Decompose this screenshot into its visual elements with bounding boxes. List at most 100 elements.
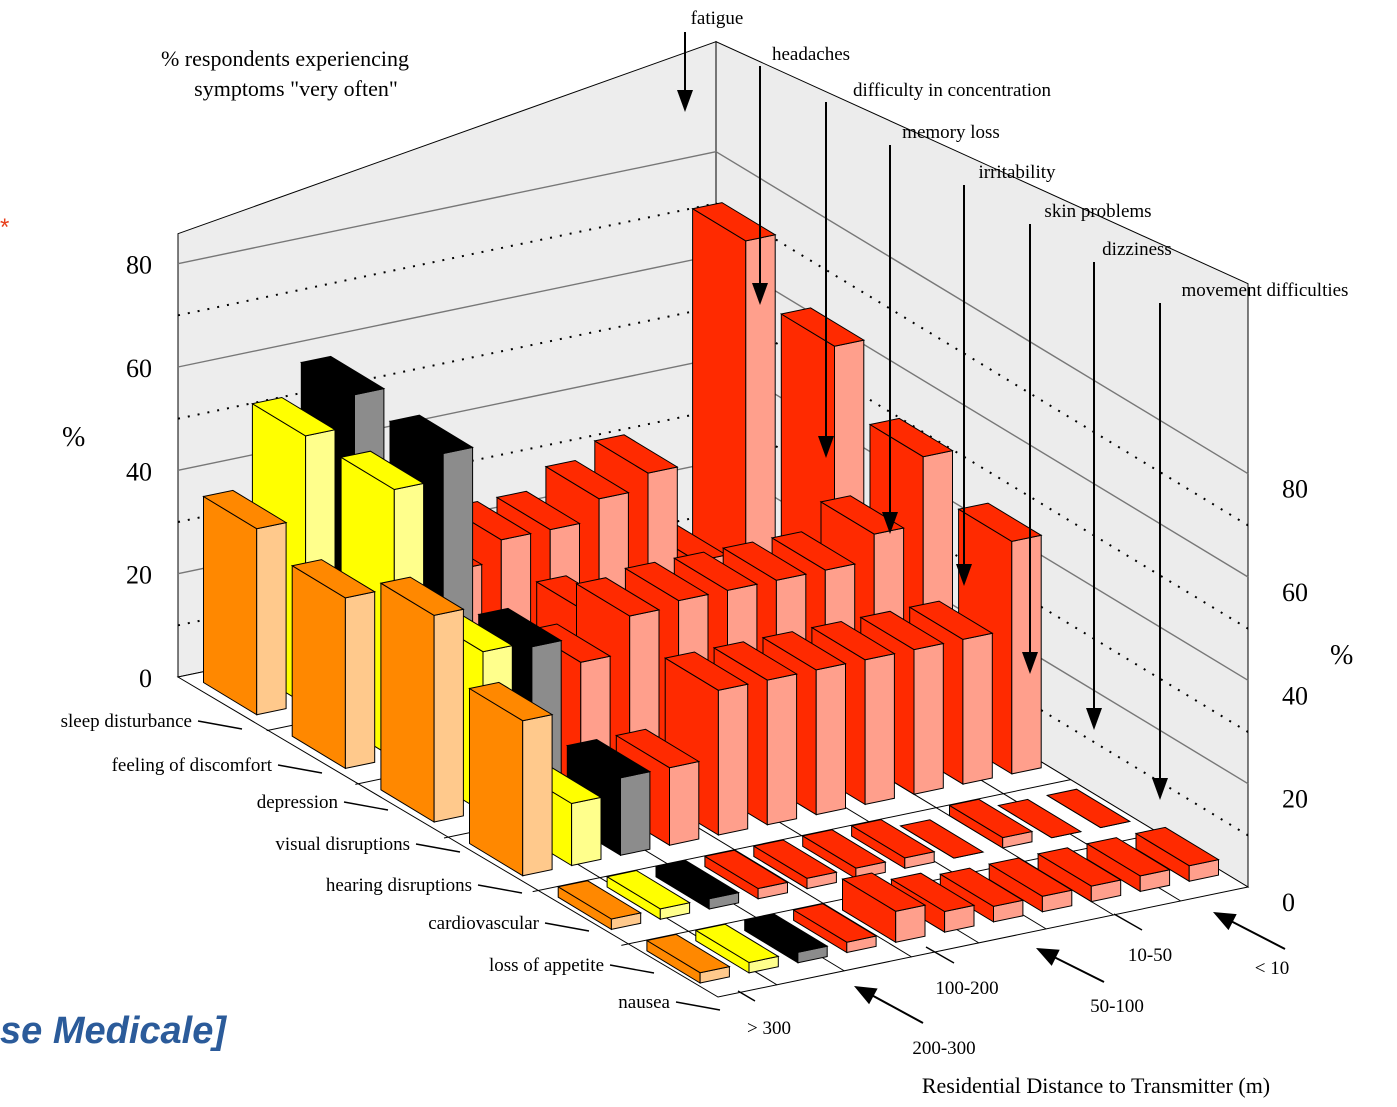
- bar-side: [203, 495, 258, 716]
- bar-top: [694, 923, 780, 964]
- bar-top: [672, 551, 759, 591]
- z-tick-right: 20: [1282, 785, 1308, 814]
- bar-top: [624, 561, 710, 602]
- bar-front: [620, 771, 651, 856]
- symptom-label-right: memory loss: [902, 122, 1000, 143]
- z-axis-label-left: %: [62, 422, 85, 453]
- distance-label: 200-300: [912, 1038, 975, 1059]
- symptom-label-right: irritability: [978, 162, 1056, 183]
- distance-tick: [1113, 913, 1143, 931]
- gridline-left: [177, 150, 717, 265]
- distance-arrow-head: [1213, 912, 1237, 931]
- bar-front: [717, 683, 749, 836]
- chart-title: % respondents experiencing: [161, 46, 409, 71]
- bar-front: [669, 760, 700, 846]
- x-axis-title: Residential Distance to Transmitter (m): [922, 1073, 1270, 1098]
- bar-top: [468, 681, 554, 722]
- symptom-label-left: hearing disruptions: [326, 875, 472, 896]
- symptom-label-right: movement difficulties: [1182, 280, 1349, 301]
- bar: [605, 869, 691, 921]
- distance-label: 50-100: [1090, 996, 1144, 1017]
- gridline-right: [715, 305, 1249, 630]
- bar-top: [890, 872, 976, 913]
- bar: [841, 872, 927, 944]
- bar-top: [565, 738, 652, 779]
- bar-top: [605, 869, 691, 910]
- bar-top: [761, 631, 847, 671]
- symptom-arrow-head: [1022, 652, 1038, 674]
- chart-bars: [202, 202, 1220, 984]
- bar-top: [202, 489, 288, 530]
- chart-text: 0 20 40 60 80 0 20 40 60 80%% % respondents experi…: [61, 8, 1354, 1098]
- bar: [565, 738, 652, 857]
- distance-tick: [737, 990, 756, 1002]
- bar-top: [614, 728, 701, 769]
- bar: [202, 489, 288, 716]
- bar-top: [801, 829, 887, 869]
- bar: [1134, 826, 1220, 883]
- symptom-label-left: depression: [257, 792, 339, 813]
- symptom-label-right: fatigue: [691, 8, 744, 29]
- bar: [290, 559, 377, 770]
- symptom-label-left: feeling of discomfort: [112, 755, 273, 776]
- bar: [691, 202, 777, 614]
- bar: [645, 933, 731, 984]
- symptom-arrow-head: [882, 512, 898, 534]
- bar: [379, 576, 465, 823]
- distance-arrow-shaft: [1047, 953, 1105, 983]
- bar-top: [712, 641, 798, 681]
- bar-front: [766, 673, 798, 826]
- bar-top: [987, 857, 1074, 897]
- symptom-label-right: dizziness: [1102, 239, 1172, 260]
- bar-top: [1036, 847, 1123, 887]
- distance-label: 10-50: [1128, 945, 1172, 966]
- bar-front: [913, 642, 944, 795]
- z-tick-left: 80: [126, 251, 152, 280]
- bar-top: [575, 577, 661, 617]
- symptom-arrow-head: [818, 436, 834, 458]
- z-tick-left: 60: [126, 354, 152, 383]
- bar-top: [997, 798, 1083, 839]
- symptom-label-left: cardiovascular: [428, 913, 539, 934]
- bar: [1085, 837, 1171, 893]
- z-tick-left: 20: [126, 561, 152, 590]
- z-tick-right: 40: [1282, 681, 1308, 710]
- symptom-label-right: skin problems: [1044, 201, 1151, 222]
- bar-top: [721, 541, 808, 581]
- z-tick-right: 60: [1282, 578, 1308, 607]
- bar-top: [810, 620, 896, 661]
- bar: [1045, 788, 1132, 829]
- bar-top: [792, 903, 878, 943]
- chart-arrows: [197, 32, 1286, 1024]
- symptom-arrow-head: [956, 564, 972, 586]
- bar-top: [544, 459, 630, 500]
- bar-top: [819, 495, 905, 535]
- distance-arrow-head: [854, 986, 878, 1005]
- bar: [948, 798, 1034, 849]
- chart-title: symptoms "very often": [194, 76, 398, 101]
- symptom-label-left: loss of appetite: [489, 955, 604, 976]
- bar: [654, 859, 740, 910]
- bar: [1036, 847, 1123, 903]
- z-tick-left: 40: [126, 457, 152, 486]
- bar-top: [1085, 837, 1171, 877]
- distance-arrow-shaft: [1224, 917, 1286, 950]
- bar-front: [962, 632, 993, 785]
- bar: [801, 829, 887, 880]
- bar-top: [388, 414, 474, 455]
- bar-top: [654, 859, 740, 900]
- bar-front: [815, 663, 846, 816]
- symptom-arrow-head: [1086, 708, 1102, 730]
- symptom-tick: [343, 801, 389, 811]
- bar: [899, 819, 985, 859]
- bar-top: [299, 355, 386, 396]
- bar-top: [379, 576, 465, 616]
- symptom-tick: [415, 843, 461, 853]
- symptom-label-left: sleep disturbance: [61, 711, 192, 732]
- bar-top: [645, 933, 731, 974]
- bar-side: [380, 582, 435, 823]
- bar-top: [663, 651, 750, 691]
- bar-top: [938, 867, 1025, 907]
- bar: [997, 798, 1083, 839]
